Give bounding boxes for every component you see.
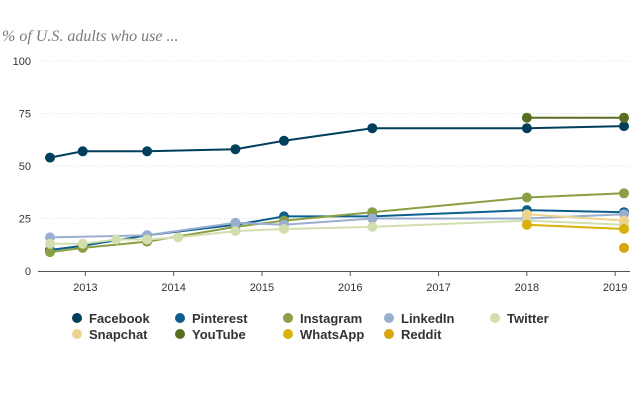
legend-label: WhatsApp: [300, 326, 365, 342]
data-point-youtube: [619, 112, 629, 123]
data-point-facebook: [230, 144, 241, 155]
legend-label: Instagram: [300, 310, 363, 326]
data-point-twitter: [142, 234, 153, 245]
data-point-twitter: [77, 238, 88, 249]
chart-subtitle: % of U.S. adults who use ...: [2, 28, 179, 45]
legend-swatch: [384, 313, 394, 323]
y-tick-label: 0: [25, 266, 31, 278]
data-point-facebook: [77, 146, 88, 157]
x-tick-label: 2019: [603, 282, 627, 294]
legend-label: YouTube: [192, 326, 246, 342]
x-tick-label: 2015: [250, 282, 274, 294]
legend-swatch: [490, 313, 500, 323]
data-point-twitter: [367, 221, 378, 232]
legend-swatch: [175, 313, 185, 323]
legend-label: LinkedIn: [401, 310, 455, 326]
data-point-youtube: [521, 112, 532, 123]
legend-item-linkedin: LinkedIn: [384, 310, 454, 326]
series-line-twitter: [50, 219, 625, 245]
legend-swatch: [283, 329, 293, 339]
x-tick-label: 2017: [426, 282, 450, 294]
data-point-twitter: [111, 234, 122, 245]
data-point-instagram: [521, 192, 532, 203]
legend-label: Snapchat: [89, 326, 148, 342]
legend-label: Twitter: [507, 310, 549, 326]
data-point-reddit: [619, 242, 629, 253]
series-line-instagram: [49, 192, 625, 254]
legend-item-youtube: YouTube: [175, 326, 246, 342]
y-tick-label: 100: [13, 56, 31, 68]
y-tick-label: 25: [19, 214, 31, 226]
legend-swatch: [72, 313, 82, 323]
legend-swatch: [384, 329, 394, 339]
axes: 0 25 50 75 100 2013 2014 2015 2016 2017 2018 2019: [13, 56, 630, 294]
legend-swatch: [72, 329, 82, 339]
data-point-snapchat: [521, 209, 532, 220]
legend-label: Reddit: [401, 326, 442, 342]
legend-swatch: [283, 313, 293, 323]
y-tick-label: 75: [19, 109, 31, 121]
legend-label: Facebook: [89, 310, 150, 326]
data-point-twitter: [230, 226, 241, 237]
data-point-facebook: [142, 146, 153, 157]
data-point-facebook: [45, 152, 55, 163]
legend-item-reddit: Reddit: [384, 326, 441, 342]
legend-swatch: [175, 329, 185, 339]
x-tick-label: 2013: [73, 282, 97, 294]
data-point-facebook: [521, 123, 532, 134]
series-line-whatsapp: [526, 223, 625, 230]
legend-item-whatsapp: WhatsApp: [283, 326, 364, 342]
legend-item-snapchat: Snapchat: [72, 326, 148, 342]
legend-label: Pinterest: [192, 310, 248, 326]
data-point-twitter: [279, 224, 289, 234]
data-point-linkedin: [230, 217, 241, 228]
data-point-twitter: [45, 238, 55, 249]
series-line-pinterest: [49, 209, 625, 251]
data-point-snapchat: [619, 215, 629, 226]
legend-item-twitter: Twitter: [490, 310, 549, 326]
data-point-instagram: [619, 188, 629, 199]
grid-lines: [38, 60, 630, 219]
x-tick-label: 2016: [338, 282, 362, 294]
data-point-facebook: [279, 135, 289, 146]
line-chart: 0 25 50 75 100 2013 2014 2015 2016 2017 2018 2019: [13, 56, 630, 294]
series-line-snapchat: [526, 213, 625, 222]
data-point-facebook: [619, 121, 629, 132]
data-point-whatsapp: [619, 224, 629, 234]
data-point-instagram: [45, 247, 55, 258]
data-point-facebook: [367, 123, 378, 134]
series-points: [45, 112, 629, 258]
x-tick-label: 2018: [515, 282, 539, 294]
data-point-whatsapp: [521, 219, 532, 230]
legend-item-pinterest: Pinterest: [175, 310, 248, 326]
data-point-linkedin: [367, 213, 378, 224]
legend-item-facebook: Facebook: [72, 310, 150, 326]
legend-item-instagram: Instagram: [283, 310, 362, 326]
series-lines: [49, 116, 625, 254]
data-point-twitter: [173, 232, 183, 243]
series-line-facebook: [49, 125, 625, 159]
y-tick-label: 50: [19, 161, 31, 173]
x-tick-label: 2014: [161, 282, 185, 294]
